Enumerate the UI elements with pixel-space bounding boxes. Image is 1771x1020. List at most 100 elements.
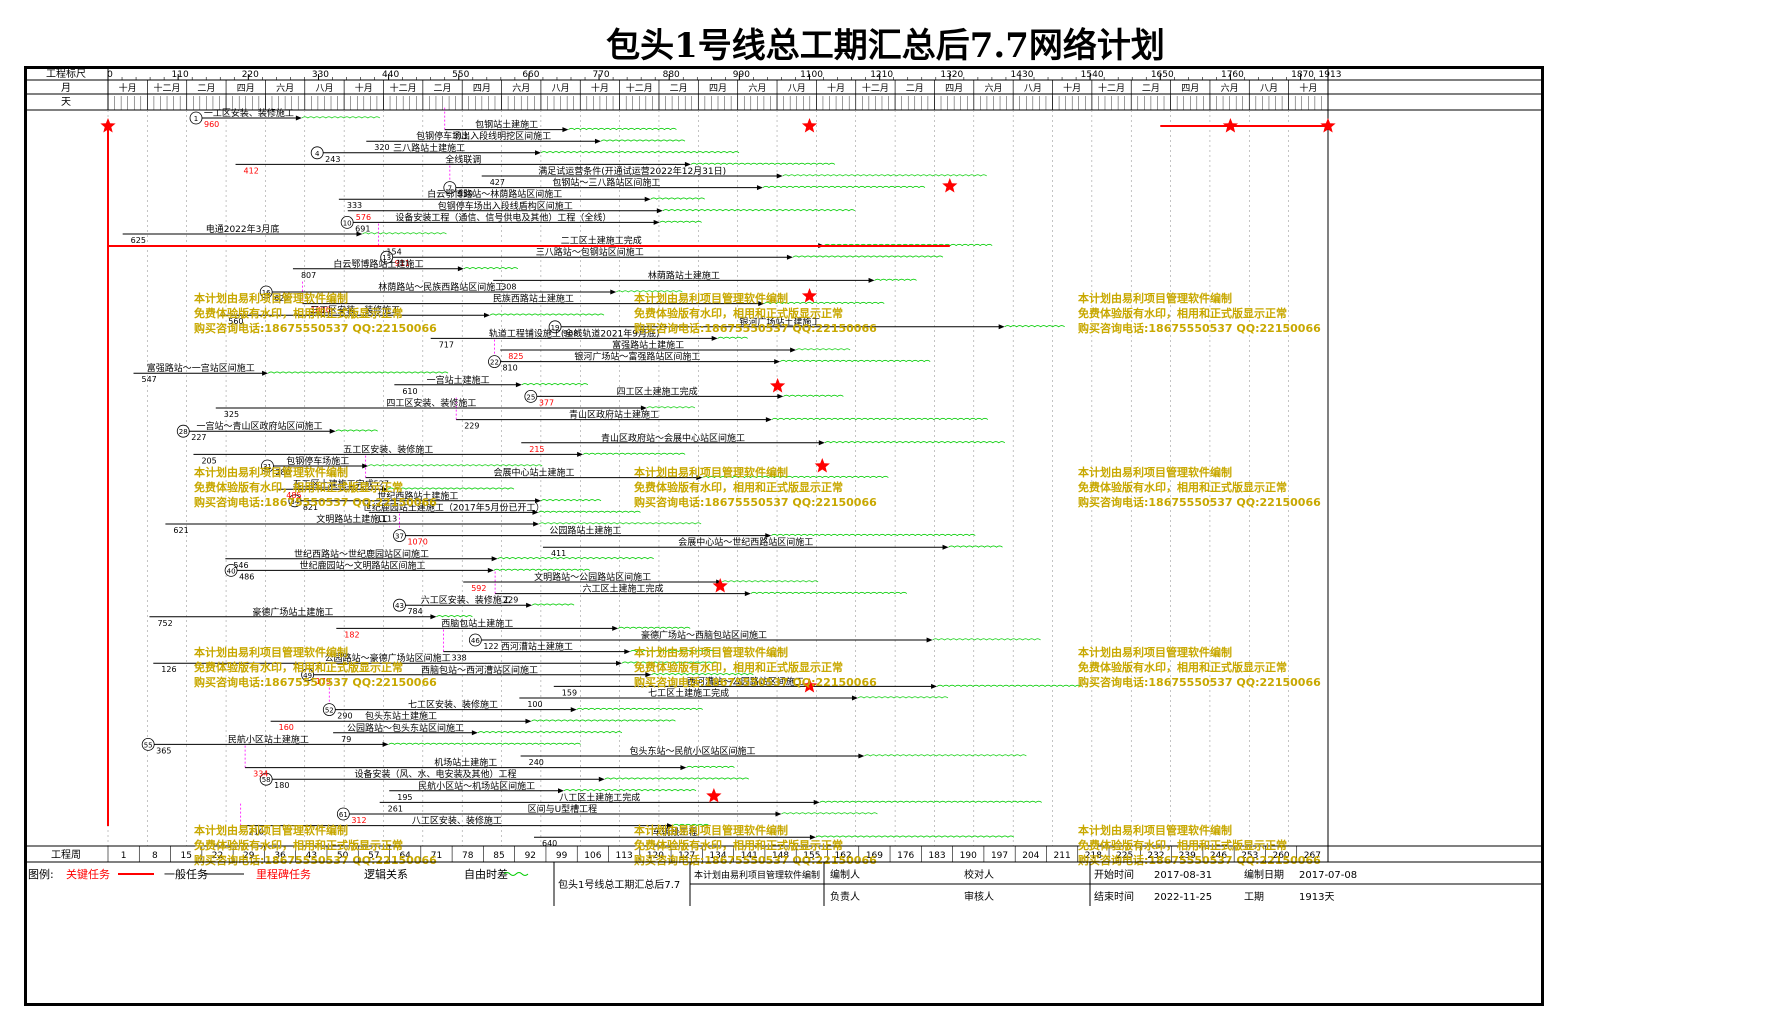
event-node-number: 43 xyxy=(395,602,404,610)
week-label: 85 xyxy=(493,851,504,861)
footer-finish-label: 结束时间 xyxy=(1094,890,1134,903)
footer-software: 本计划由易利项目管理软件编制 xyxy=(694,869,820,881)
week-label: 232 xyxy=(1147,851,1164,861)
task-arrowhead xyxy=(818,440,825,446)
free-float-wave xyxy=(521,383,589,386)
milestone-star xyxy=(801,118,818,133)
task-label: 林荫路站～民族西路站区间施工 xyxy=(378,281,504,293)
watermark-line: 本计划由易利项目管理软件编制 xyxy=(634,823,788,837)
footer-plan-name: 包头1号线总工期汇总后7.7 xyxy=(558,878,680,891)
event-node xyxy=(340,215,354,229)
task-label: 八工区土建施工完成 xyxy=(559,791,640,803)
page-title: 包头1号线总工期汇总后7.7网络计划 xyxy=(606,26,1165,66)
free-float-wave xyxy=(387,487,515,490)
task-arrowhead xyxy=(786,254,793,260)
week-label: 113 xyxy=(616,851,633,861)
task-label: 会展中心站土建施工 xyxy=(494,467,575,479)
task-label: 白云鄂博路站土建施工 xyxy=(333,258,423,270)
free-float-wave xyxy=(477,731,623,734)
task-arrowhead xyxy=(656,208,663,214)
task-arrowhead xyxy=(525,718,532,724)
task-duration: 325 xyxy=(224,410,239,419)
task-label: 包钢站～三八路站区间施工 xyxy=(552,177,660,189)
task-arrowhead xyxy=(775,811,782,817)
watermark-line: 购买咨询电话:18675550537 QQ:22150066 xyxy=(634,853,877,867)
task-duration: 365 xyxy=(156,746,171,755)
task-arrowhead xyxy=(756,185,763,191)
event-node xyxy=(393,598,406,612)
free-float-wave xyxy=(335,429,378,432)
event-node xyxy=(259,285,273,299)
watermark-line: 免费体验版有水印，相用和正式版显示正常 xyxy=(634,660,843,674)
free-float-wave xyxy=(388,742,581,745)
free-float-wave xyxy=(770,533,976,537)
task-arrowhead xyxy=(653,219,660,225)
week-label: 29 xyxy=(243,851,255,861)
task-arrowhead xyxy=(684,161,691,167)
week-label: 204 xyxy=(1022,851,1039,861)
free-float-wave xyxy=(824,441,1006,444)
task-label: 青山区政府站土建施工 xyxy=(569,409,659,421)
task-label: 公园路站～豪德广场站区间施工 xyxy=(325,652,451,664)
month-label: 四月 xyxy=(1181,83,1199,94)
free-float-wave xyxy=(932,638,1041,641)
month-label: 十月 xyxy=(1063,82,1081,94)
event-node-number: 13 xyxy=(382,254,391,262)
task-duration: 911 xyxy=(395,259,410,268)
task-arrowhead xyxy=(644,196,651,202)
event-node-number: 19 xyxy=(551,324,560,332)
month-label: 八月 xyxy=(1260,83,1278,94)
scale-tick: 770 xyxy=(592,70,609,80)
week-label: 141 xyxy=(741,851,758,861)
free-float-wave xyxy=(936,684,1082,687)
scale-tick: 330 xyxy=(312,70,329,80)
scale-tick: 1540 xyxy=(1081,70,1104,80)
free-float-wave xyxy=(659,220,702,223)
watermark-line: 购买咨询电话:18675550537 QQ:22150066 xyxy=(1078,321,1321,335)
month-label: 十二月 xyxy=(390,82,417,94)
footer-start-label: 开始时间 xyxy=(1094,868,1134,881)
watermark-line: 免费体验版有水印，相用和正式版显示正常 xyxy=(194,660,403,674)
scale-tick: 550 xyxy=(452,70,469,80)
watermark-line: 本计划由易利项目管理软件编制 xyxy=(194,645,348,659)
free-float-wave xyxy=(362,232,447,235)
task-arrowhead xyxy=(457,266,464,272)
event-node xyxy=(141,738,155,751)
task-duration: 610 xyxy=(402,387,417,396)
task-duration: 485 xyxy=(286,491,301,500)
task-label: 车辆段工程 xyxy=(652,826,697,838)
watermark-line: 购买咨询电话:18675550537 QQ:22150066 xyxy=(194,853,437,867)
task-duration: 313 xyxy=(453,132,468,141)
task-label: 全线联调 xyxy=(445,153,481,165)
week-label: 155 xyxy=(803,851,820,861)
task-label: 包头东站～民航小区站区间施工 xyxy=(629,745,755,757)
milestone-star xyxy=(100,118,116,133)
milestone-star xyxy=(814,458,830,473)
month-label: 六月 xyxy=(512,82,530,94)
task-duration: 122 xyxy=(483,642,498,651)
task-label: 八工区安装、装修施工 xyxy=(412,815,502,827)
event-node xyxy=(176,424,190,438)
event-node xyxy=(468,633,482,647)
task-arrowhead xyxy=(667,823,674,829)
week-label: 50 xyxy=(337,851,349,861)
day-row-label: 天 xyxy=(61,97,71,108)
free-float-wave xyxy=(538,522,702,525)
task-label: 一工区安装、装修施工 xyxy=(204,107,294,119)
event-node xyxy=(189,111,203,125)
task-label: 四工区安装、装修施工 xyxy=(386,397,476,409)
event-node-number: 4 xyxy=(315,150,320,158)
watermark-line: 免费体验版有水印，相用和正式版显示正常 xyxy=(1078,838,1287,852)
scale-tick: 1913 xyxy=(1319,70,1342,80)
task-label: 会展中心站～世纪西路站区间施工 xyxy=(678,536,813,548)
event-node-number: 28 xyxy=(179,428,188,436)
task-label: 富强路站～一宫站区间施工 xyxy=(147,362,255,374)
task-label: 文明路站土建施工 xyxy=(316,513,388,525)
week-label: 176 xyxy=(897,851,914,861)
free-float-wave xyxy=(702,475,889,479)
free-float-wave xyxy=(721,580,819,583)
task-arrowhead xyxy=(295,115,302,121)
